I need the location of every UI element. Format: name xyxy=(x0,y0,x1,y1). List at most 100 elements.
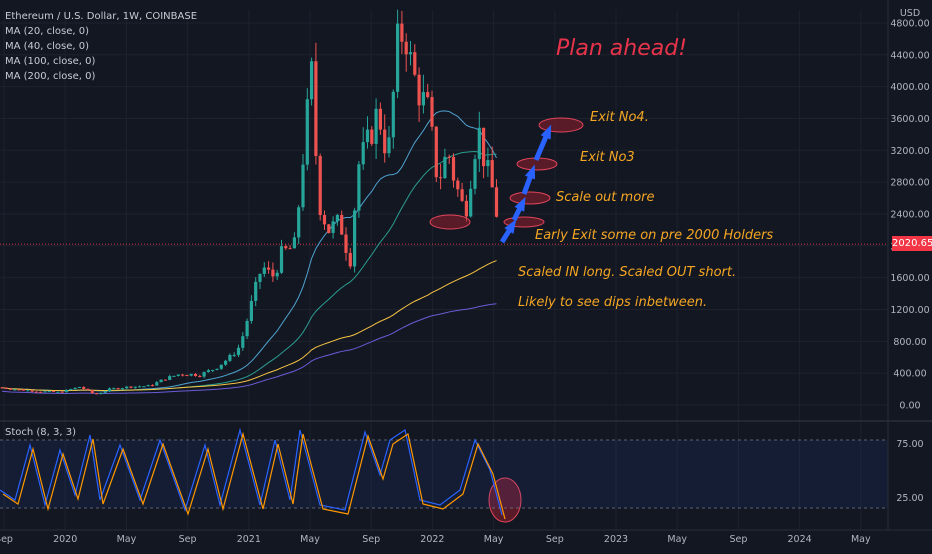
candle-body xyxy=(163,379,167,381)
time-tick-label: Sep xyxy=(179,534,197,545)
time-tick-label: May xyxy=(117,534,137,545)
candle-body xyxy=(378,108,382,130)
candle-body xyxy=(365,129,370,143)
candle-body xyxy=(82,386,86,389)
candle-body xyxy=(353,210,357,267)
candle-body xyxy=(159,379,163,383)
candle-body xyxy=(374,108,378,144)
candle-body xyxy=(482,127,486,167)
candle-body xyxy=(60,391,64,393)
dips-note: Likely to see dips inbetween. xyxy=(518,295,708,310)
price-tick-label: 3600.00 xyxy=(890,114,929,125)
candle-body xyxy=(460,189,464,201)
candle-body xyxy=(125,386,129,389)
candle-body xyxy=(271,269,275,277)
time-tick-label: Sep xyxy=(362,534,380,545)
candle-body xyxy=(112,388,116,390)
candle-body xyxy=(400,23,404,42)
candle-body xyxy=(249,300,253,321)
candle-body xyxy=(340,214,344,235)
candle-body xyxy=(310,61,314,100)
candle-body xyxy=(258,273,262,282)
candle-body xyxy=(456,180,460,190)
candle-body xyxy=(391,91,395,138)
symbol-title[interactable]: Ethereum / U.S. Dollar, 1W, COINBASE xyxy=(5,11,198,22)
time-tick-label: 2024 xyxy=(788,534,812,545)
candle-body xyxy=(417,74,421,106)
candle-body xyxy=(383,129,387,154)
price-tick-label: 1600.00 xyxy=(890,273,929,284)
candle-body xyxy=(206,370,210,373)
candle-body xyxy=(103,391,107,393)
price-tick-label: 4000.00 xyxy=(890,82,929,93)
candle-body xyxy=(357,164,361,211)
price-tick-label: 2800.00 xyxy=(890,178,929,189)
exit-no3-note: Exit No3 xyxy=(580,150,635,165)
candle-body xyxy=(494,187,499,217)
candle-body xyxy=(56,391,60,393)
candle-body xyxy=(284,246,288,249)
candle-body xyxy=(52,391,56,393)
ma-20-label[interactable]: MA (20, close, 0) xyxy=(5,26,90,37)
time-tick-label: May xyxy=(667,534,687,545)
ma-100-label[interactable]: MA (100, close, 0) xyxy=(5,56,96,67)
candle-body xyxy=(9,388,13,390)
price-tick-label: 1200.00 xyxy=(890,305,929,316)
stoch-band xyxy=(0,440,888,508)
ma-100-line xyxy=(1,260,497,392)
candle-body xyxy=(490,160,494,188)
candle-body xyxy=(228,354,232,361)
candle-body xyxy=(47,391,51,393)
candle-body xyxy=(138,386,142,388)
candle-body xyxy=(267,267,271,270)
candle-body xyxy=(236,347,241,355)
candle-body xyxy=(262,267,266,274)
moving-average-lines xyxy=(1,110,497,395)
candle-body xyxy=(13,389,17,391)
price-tick-label: 800.00 xyxy=(893,337,926,348)
candle-body xyxy=(408,52,413,55)
candle-body xyxy=(318,155,322,216)
candle-body xyxy=(133,386,137,388)
candle-body xyxy=(95,393,99,395)
candle-body xyxy=(17,389,21,391)
annotation-shapes xyxy=(429,117,584,523)
time-tick-label: Sep xyxy=(546,534,564,545)
stoch-label[interactable]: Stoch (8, 3, 3) xyxy=(5,427,77,438)
candle-body xyxy=(473,159,477,189)
candle-body xyxy=(477,127,481,160)
candle-body xyxy=(107,388,112,392)
stochastic-panel xyxy=(0,427,888,520)
candle-body xyxy=(185,375,189,377)
stoch-d-line xyxy=(2,431,506,520)
candle-body xyxy=(301,164,305,208)
candle-body xyxy=(150,385,155,387)
candle-body xyxy=(443,156,447,179)
candle-body xyxy=(439,177,443,179)
candle-body xyxy=(361,142,365,165)
candle-body xyxy=(77,386,81,388)
scale-out-ellipse xyxy=(509,191,551,205)
candle-body xyxy=(64,389,69,393)
candle-body xyxy=(421,92,425,106)
candle-body xyxy=(120,388,124,390)
candle-body xyxy=(172,375,176,377)
candle-body xyxy=(176,374,180,376)
price-tick-label: 4400.00 xyxy=(890,50,929,61)
candle-body xyxy=(279,246,284,273)
stoch-tick-label: 25.00 xyxy=(896,493,923,504)
exit-no4-ellipse xyxy=(538,117,584,133)
candle-body xyxy=(322,215,327,225)
candle-body xyxy=(348,252,352,267)
candle-body xyxy=(426,92,430,98)
candlestick-series xyxy=(0,9,499,395)
ma-200-label[interactable]: MA (200, close, 0) xyxy=(5,71,96,82)
candle-body xyxy=(69,389,73,391)
candle-body xyxy=(219,364,223,369)
time-tick-label: May xyxy=(484,534,504,545)
ma-40-label[interactable]: MA (40, close, 0) xyxy=(5,41,90,52)
arrow-2-head xyxy=(514,196,526,212)
early-exit-note: Early Exit some on pre 2000 Holders xyxy=(535,228,774,243)
